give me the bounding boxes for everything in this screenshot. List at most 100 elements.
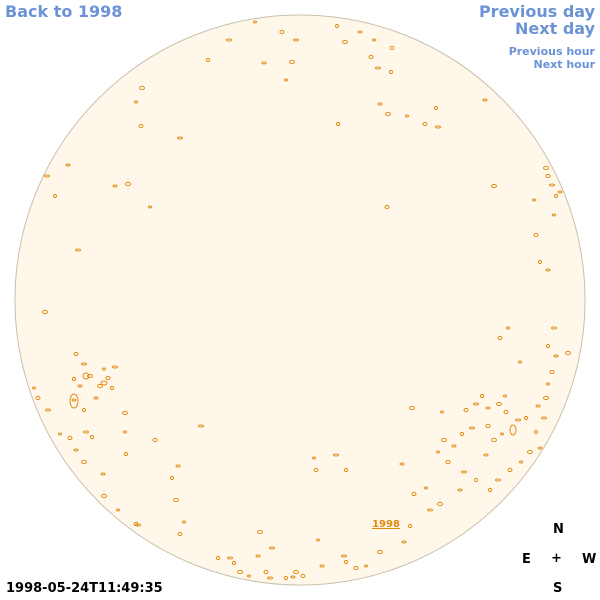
contour-feature [44,174,50,178]
contour-feature [524,415,528,421]
contour-feature [198,424,204,428]
contour-feature [81,362,87,366]
contour-feature [135,523,141,527]
contour-feature [534,429,538,435]
contour-feature [284,575,288,581]
contour-feature [503,409,509,415]
contour-feature [500,432,504,436]
contour-feature [206,57,210,63]
contour-feature-large [69,393,79,409]
contour-feature [101,493,107,499]
observation-timestamp: 1998-05-24T11:49:35 [6,581,163,596]
contour-feature [557,190,563,194]
contour-feature [474,477,478,483]
contour-feature [58,432,62,436]
contour-feature [491,437,497,443]
contour-feature [177,136,183,140]
contour-feature [87,373,93,379]
contour-feature [72,376,76,382]
contour-feature [535,404,541,408]
compass-west: W [582,552,597,567]
contour-feature [152,437,158,443]
contour-feature [123,430,127,434]
contour-feature [485,406,491,410]
contour-feature [316,538,320,542]
contour-feature [138,123,144,129]
contour-feature [497,335,503,341]
contour-feature [488,487,492,493]
contour-feature [148,205,152,209]
contour-feature [515,418,521,422]
contour-feature [427,508,433,512]
contour-feature [344,559,348,565]
contour-feature [368,54,374,60]
contour-feature [100,472,106,476]
contour-feature-large [509,424,517,436]
contour-feature [289,59,295,65]
contour-feature [267,576,273,580]
contour-feature [227,556,233,560]
contour-feature [491,183,497,189]
contour-feature-large [82,372,90,380]
contour-feature [364,564,368,568]
contour-feature [333,453,339,457]
contour-feature [73,351,79,357]
contour-feature [93,396,99,400]
contour-feature [269,546,275,550]
contour-feature [122,410,128,416]
contour-feature [77,384,83,388]
contour-feature [389,45,395,51]
contour-feature [134,100,138,104]
compass-north: N [553,522,564,537]
contour-feature [384,204,390,210]
contour-feature [545,173,551,179]
contour-feature [216,555,220,561]
previous-day-link[interactable]: Previous day [478,2,595,21]
contour-feature [377,102,383,106]
contour-feature [440,410,444,414]
contour-feature [335,23,339,29]
contour-feature [341,554,347,558]
contour-feature [319,564,325,568]
contour-feature [75,248,81,252]
contour-feature [553,354,559,358]
contour-feature [473,402,479,406]
contour-feature [293,38,299,42]
contour-feature [139,85,145,91]
contour-feature [408,523,412,529]
contour-feature [170,475,174,481]
contour-feature [546,343,550,349]
contour-feature [353,565,359,571]
contour-feature [537,446,543,450]
contour-feature [518,360,522,364]
contour-feature [344,467,348,473]
next-hour-link[interactable]: Next hour [533,58,596,71]
contour-feature [441,437,447,443]
contour-feature [105,375,111,381]
previous-hour-link[interactable]: Previous hour [508,45,595,58]
contour-feature [357,30,363,34]
contour-feature [519,460,523,464]
contour-feature [546,382,550,386]
contour-feature [435,125,441,129]
contour-feature [279,29,285,35]
contour-feature [541,416,547,420]
contour-feature [436,450,440,454]
contour-feature [549,369,555,375]
contour-feature [545,268,551,272]
contour-feature [533,232,539,238]
contour-feature [527,449,533,455]
contour-feature [312,456,316,460]
year-marker-label[interactable]: 1998 [372,519,400,530]
contour-feature [424,486,428,490]
contour-feature [543,165,549,171]
contour-feature-large [100,380,108,386]
contour-feature [42,309,48,315]
contour-feature [175,464,181,468]
contour-feature [35,395,41,401]
contour-feature [342,39,348,45]
next-day-link[interactable]: Next day [515,19,595,38]
contour-feature [284,78,288,82]
contour-feature [457,488,463,492]
back-to-year-link[interactable]: Back to 1998 [5,2,123,21]
